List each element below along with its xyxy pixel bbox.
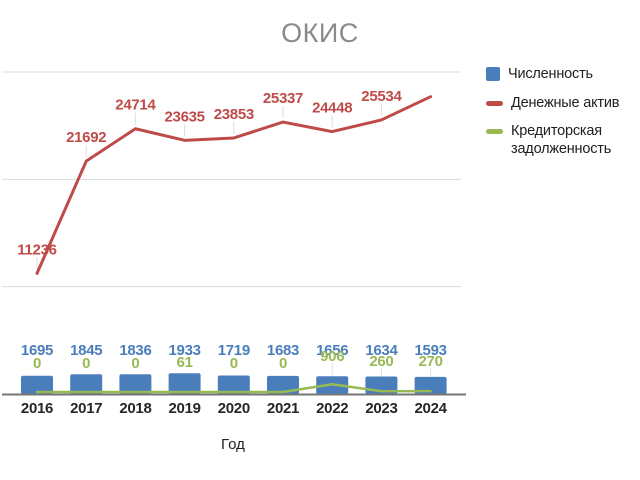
data-label-payables: 906 (320, 348, 344, 365)
legend-item-payables[interactable]: Кредиторская задолженность (486, 123, 626, 158)
bar-2020[interactable] (217, 375, 250, 394)
legend-label-payables: Кредиторская задолженность (511, 123, 612, 158)
bar-2019[interactable] (168, 373, 201, 394)
data-label-headcount: 1683 (267, 342, 299, 359)
data-label-assets: 25534 (361, 88, 402, 105)
x-tick-label: 2016 (21, 400, 53, 417)
x-tick-label: 2022 (316, 400, 348, 417)
legend-marker-square-headcount (486, 67, 500, 81)
data-label-headcount: 1719 (218, 342, 250, 359)
legend: Численность Денежные актив Кредиторская … (486, 66, 626, 170)
series-line-payables[interactable] (35, 383, 432, 394)
data-label-assets: 23853 (214, 106, 254, 123)
data-label-payables: 0 (33, 355, 41, 372)
x-tick-label: 2017 (70, 400, 102, 417)
data-label-headcount: 1656 (316, 342, 348, 359)
data-label-payables: 260 (369, 353, 393, 370)
data-label-headcount: 1634 (365, 342, 398, 359)
data-label-assets: 25337 (263, 90, 303, 107)
data-label-assets: 21692 (66, 129, 106, 146)
legend-marker-line-payables (486, 129, 503, 135)
legend-item-assets[interactable]: Денежные актив (486, 95, 626, 113)
data-label-payables: 0 (279, 355, 287, 372)
data-label-assets: 11236 (17, 241, 56, 258)
bar-2018[interactable] (119, 374, 152, 394)
data-label-headcount: 1933 (169, 342, 201, 359)
series-line-assets[interactable] (35, 95, 433, 275)
data-label-headcount: 1695 (21, 342, 53, 359)
bar-2017[interactable] (70, 374, 103, 394)
data-label-payables: 0 (230, 355, 238, 372)
data-label-headcount: 1593 (415, 342, 447, 359)
x-tick-label: 2023 (365, 400, 397, 417)
data-label-payables: 0 (82, 355, 90, 372)
legend-label-assets: Денежные актив (511, 94, 620, 111)
data-label-assets: 23635 (164, 108, 204, 125)
x-tick-label: 2019 (169, 400, 201, 417)
data-label-payables: 270 (419, 353, 443, 370)
bar-2024[interactable] (414, 376, 447, 394)
data-label-assets: 24448 (312, 100, 352, 117)
data-label-headcount: 1836 (119, 342, 151, 359)
legend-marker-line-assets (486, 100, 503, 106)
x-axis-title: Год (221, 436, 245, 453)
data-label-payables: 61 (177, 354, 193, 371)
legend-label-headcount: Численность (508, 66, 593, 82)
data-label-payables: 0 (131, 355, 139, 372)
x-tick-label: 2020 (218, 400, 250, 417)
x-tick-label: 2018 (119, 400, 151, 417)
x-tick-label: 2024 (415, 400, 448, 417)
legend-item-headcount[interactable]: Численность (486, 66, 626, 84)
x-tick-label: 2021 (267, 400, 299, 417)
bar-2016[interactable] (21, 375, 53, 394)
data-label-assets: 24714 (115, 97, 156, 114)
chart-title: ОКИС (281, 18, 359, 48)
data-label-headcount: 1845 (70, 342, 102, 359)
